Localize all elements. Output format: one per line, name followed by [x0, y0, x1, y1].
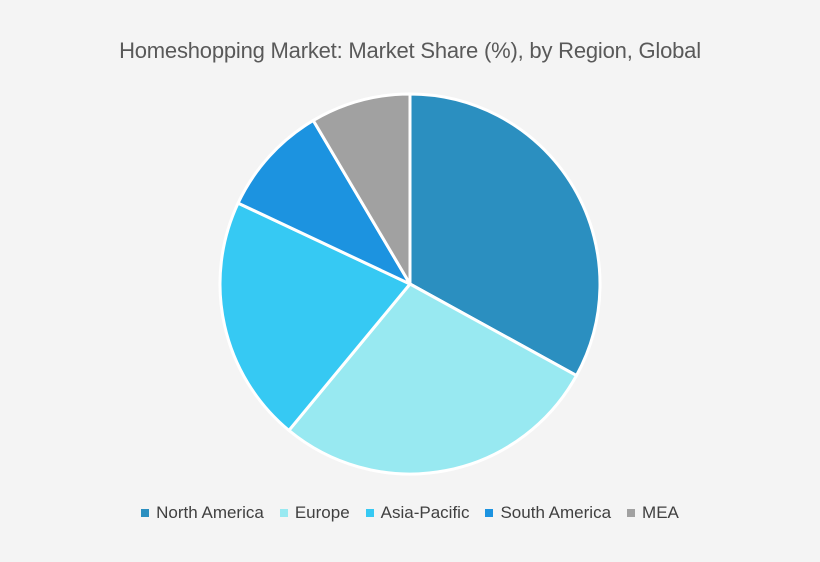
pie-slice-north-america	[408, 92, 602, 378]
chart-title: Homeshopping Market: Market Share (%), b…	[119, 38, 701, 63]
legend-label-north-america: North America	[156, 503, 264, 522]
pie-slice-asia-pacific	[218, 201, 412, 432]
legend-swatch-asia-pacific	[365, 509, 374, 517]
legend-swatch-south-america	[485, 509, 494, 517]
chart-legend: North America Europe Asia-Pacific South Ame…	[0, 503, 820, 523]
legend-item-mea: MEA	[627, 503, 679, 523]
legend-swatch-europe	[279, 509, 288, 517]
pie-chart	[218, 92, 602, 476]
legend-label-mea: MEA	[642, 503, 679, 522]
legend-label-south-america: South America	[500, 503, 612, 522]
pie-slice-europe	[287, 282, 578, 476]
legend-swatch-north-america	[141, 509, 150, 517]
legend-item-south-america: South America	[485, 503, 611, 523]
legend-swatch-mea	[627, 509, 636, 517]
legend-label-asia-pacific: Asia-Pacific	[380, 503, 470, 522]
legend-item-north-america: North America	[141, 503, 264, 523]
legend-item-asia-pacific: Asia-Pacific	[365, 503, 470, 523]
legend-item-europe: Europe	[279, 503, 350, 523]
pie-slice-south-america	[236, 118, 412, 286]
pie-slices	[218, 92, 602, 476]
pie-slice-mea	[311, 92, 412, 286]
legend-label-europe: Europe	[294, 503, 350, 522]
